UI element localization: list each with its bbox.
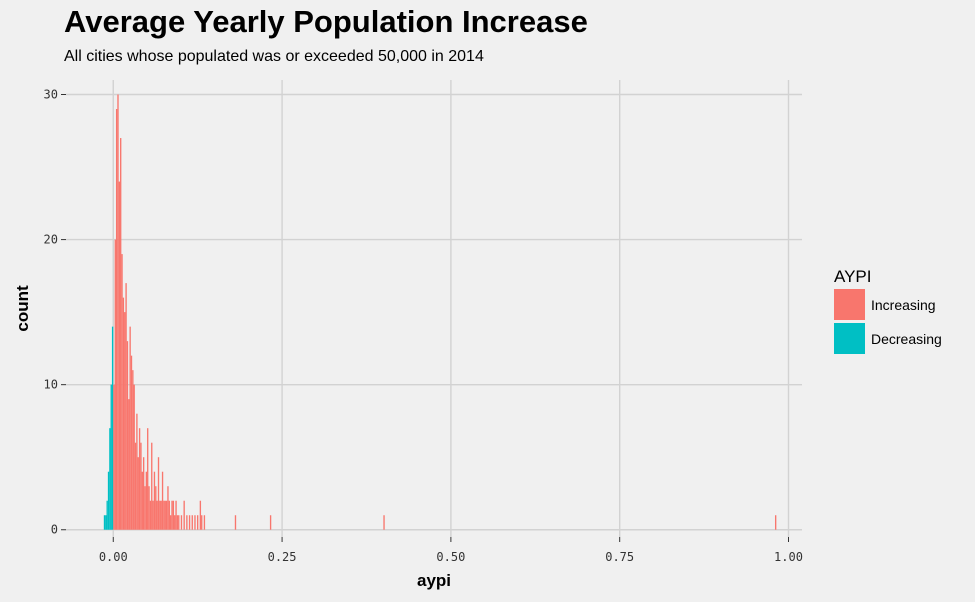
- bar-increasing: [142, 457, 145, 530]
- bar-increasing: [152, 500, 154, 530]
- bar-increasing: [151, 442, 153, 530]
- legend-swatch-increasing: [834, 289, 865, 320]
- legend-label-increasing: Increasing: [871, 297, 936, 313]
- bar-increasing: [145, 471, 148, 530]
- axis-ticks: 0.00 0.25 0.50 0.75 1.00 0 10 20 30: [44, 88, 803, 564]
- x-axis-title: aypi: [417, 571, 451, 590]
- bar-increasing: [194, 515, 196, 530]
- bar-increasing: [153, 471, 156, 530]
- bar-increasing: [129, 326, 131, 530]
- bar-increasing: [121, 254, 123, 530]
- bar-increasing: [163, 500, 165, 530]
- bar-increasing: [178, 515, 180, 530]
- bar-increasing: [203, 515, 206, 530]
- chart-title: Average Yearly Population Increase: [64, 4, 588, 39]
- bar-increasing: [149, 500, 152, 530]
- legend-items: Increasing Decreasing: [834, 289, 942, 354]
- bar-increasing: [115, 109, 118, 530]
- bar-increasing: [174, 515, 176, 530]
- bar-increasing: [113, 384, 115, 530]
- bar-decreasing: [105, 515, 107, 530]
- bar-increasing: [161, 471, 164, 530]
- bar-decreasing: [109, 428, 111, 530]
- bar-increasing: [118, 181, 121, 530]
- legend-swatch-decreasing: [834, 323, 865, 354]
- y-tick-label: 10: [44, 378, 58, 392]
- bar-increasing: [126, 341, 129, 530]
- bar-increasing: [180, 515, 183, 530]
- bar-increasing: [186, 515, 188, 530]
- y-tick-label: 30: [44, 88, 58, 102]
- bar-increasing: [176, 515, 179, 530]
- bar-increasing: [122, 297, 125, 530]
- bar-increasing: [164, 500, 166, 530]
- x-tick-label: 0.75: [605, 550, 634, 564]
- bar-decreasing: [103, 515, 106, 530]
- plot-panel: [66, 80, 802, 537]
- bar-decreasing: [110, 384, 112, 530]
- bar-increasing: [160, 500, 162, 530]
- y-tick-label: 0: [51, 523, 58, 537]
- bar-increasing: [159, 500, 161, 530]
- bar-decreasing: [111, 326, 114, 530]
- bar-increasing: [196, 515, 199, 530]
- bar-increasing: [124, 312, 126, 530]
- bar-increasing: [156, 500, 158, 530]
- bar-increasing: [132, 370, 134, 530]
- bar-increasing: [137, 457, 139, 530]
- bar-increasing: [191, 515, 193, 530]
- bar-decreasing: [106, 500, 108, 530]
- legend-title: AYPI: [834, 267, 871, 286]
- bar-increasing: [144, 486, 146, 530]
- bar-increasing: [165, 500, 168, 530]
- bar-decreasing: [107, 471, 110, 530]
- x-tick-label: 1.00: [774, 550, 803, 564]
- x-tick-label: 0.50: [436, 550, 465, 564]
- bar-increasing: [172, 500, 175, 530]
- bar-increasing: [136, 413, 138, 530]
- legend-label-decreasing: Decreasing: [871, 331, 942, 347]
- bar-increasing: [171, 500, 173, 530]
- bar-increasing: [114, 239, 116, 530]
- bar-increasing: [125, 283, 127, 530]
- bar-increasing: [148, 486, 150, 530]
- bar-increasing: [175, 500, 177, 530]
- bar-increasing: [141, 471, 143, 530]
- bar-increasing: [269, 515, 272, 530]
- chart-subtitle: All cities whose populated was or exceed…: [64, 48, 484, 65]
- bar-increasing: [383, 515, 385, 530]
- bar-increasing: [199, 500, 202, 530]
- bar-increasing: [157, 457, 160, 530]
- bar-increasing: [155, 486, 157, 530]
- x-tick-label: 0.00: [99, 550, 128, 564]
- bar-increasing: [774, 515, 777, 530]
- x-tick-label: 0.25: [268, 550, 297, 564]
- bar-increasing: [234, 515, 237, 530]
- y-tick-label: 20: [44, 233, 58, 247]
- bar-increasing: [147, 428, 149, 530]
- bar-increasing: [168, 500, 170, 530]
- y-axis-title: count: [13, 285, 32, 332]
- bar-increasing: [169, 515, 172, 530]
- bar-increasing: [138, 428, 141, 530]
- bar-increasing: [128, 399, 130, 530]
- bar-increasing: [183, 500, 185, 530]
- bar-increasing: [133, 384, 135, 530]
- bar-increasing: [134, 442, 137, 530]
- bar-increasing: [130, 355, 133, 530]
- legend: AYPI Increasing Decreasing: [834, 267, 942, 354]
- histogram-bars: [103, 94, 777, 530]
- bar-increasing: [188, 515, 191, 530]
- bar-increasing: [201, 515, 203, 530]
- bar-increasing: [167, 486, 169, 530]
- bar-increasing: [117, 94, 119, 530]
- bar-increasing: [140, 442, 142, 530]
- bar-increasing: [120, 138, 122, 530]
